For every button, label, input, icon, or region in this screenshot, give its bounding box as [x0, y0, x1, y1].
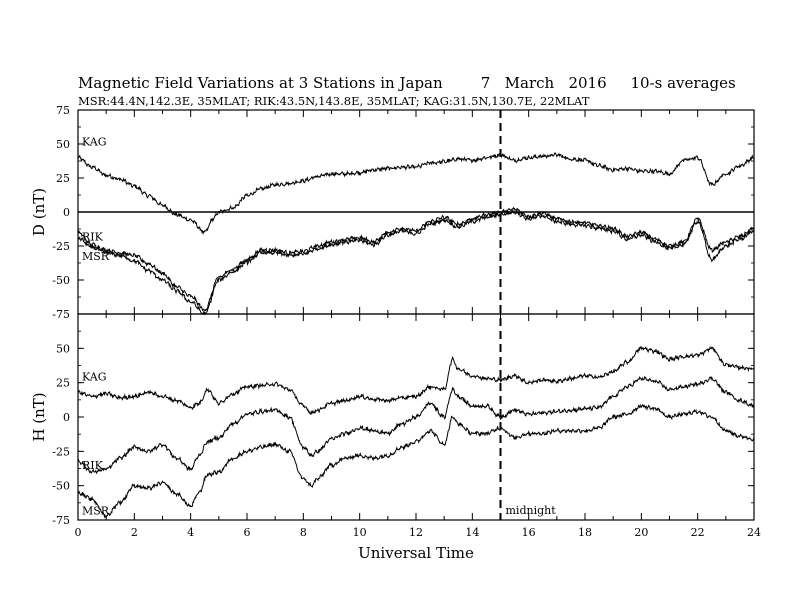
x-tick-label: 16	[522, 526, 536, 539]
y-tick-label: 50	[56, 138, 70, 151]
midnight-label: midnight	[506, 504, 557, 517]
y-tick-label: 0	[63, 206, 70, 219]
x-axis-label: Universal Time	[358, 544, 474, 562]
y-tick-label: 25	[56, 172, 70, 185]
x-tick-label: 6	[244, 526, 251, 539]
y-tick-label: -50	[52, 480, 70, 493]
series-label-msr: MSR	[82, 505, 110, 518]
x-tick-label: 2	[131, 526, 138, 539]
x-tick-label: 0	[75, 526, 82, 539]
y-tick-label: -25	[52, 240, 70, 253]
x-tick-label: 18	[578, 526, 592, 539]
x-tick-label: 14	[465, 526, 479, 539]
y-tick-label: -75	[52, 514, 70, 527]
y-tick-label: 25	[56, 377, 70, 390]
series-line-msr	[77, 208, 755, 316]
x-tick-label: 20	[634, 526, 648, 539]
y-tick-label: 50	[56, 342, 70, 355]
series-label-rik: RIK	[82, 230, 104, 243]
chart-title: Magnetic Field Variations at 3 Stations …	[78, 74, 736, 92]
x-tick-label: 24	[747, 526, 761, 539]
series-line-kag	[77, 152, 755, 236]
x-tick-label: 8	[300, 526, 307, 539]
series-line-msr	[77, 403, 755, 520]
series-label-rik: RIK	[82, 459, 104, 472]
y-tick-label: 0	[63, 411, 70, 424]
chart-subtitle: MSR:44.4N,142.3E, 35MLAT; RIK:43.5N,143.…	[78, 94, 590, 108]
series-line-kag	[77, 345, 755, 416]
series-line-rik	[77, 375, 755, 475]
y-tick-label: 75	[56, 104, 70, 117]
series-label-msr: MSR	[82, 250, 110, 263]
series-label-kag: KAG	[82, 370, 107, 383]
series-line-rik	[77, 206, 755, 312]
y-tick-label: -50	[52, 274, 70, 287]
y-axis-label: H (nT)	[30, 392, 48, 441]
y-axis-label: D (nT)	[30, 188, 48, 236]
x-tick-label: 12	[409, 526, 423, 539]
panel-d: 75 50 25 0 -25 -50 -75 D (nT) KAG RIK MSR	[30, 104, 755, 321]
x-tick-label: 4	[187, 526, 194, 539]
y-tick-label: -25	[52, 445, 70, 458]
series-label-kag: KAG	[82, 136, 107, 149]
y-tick-label: -75	[52, 308, 70, 321]
x-tick-label: 22	[691, 526, 705, 539]
x-tick-label: 10	[353, 526, 367, 539]
